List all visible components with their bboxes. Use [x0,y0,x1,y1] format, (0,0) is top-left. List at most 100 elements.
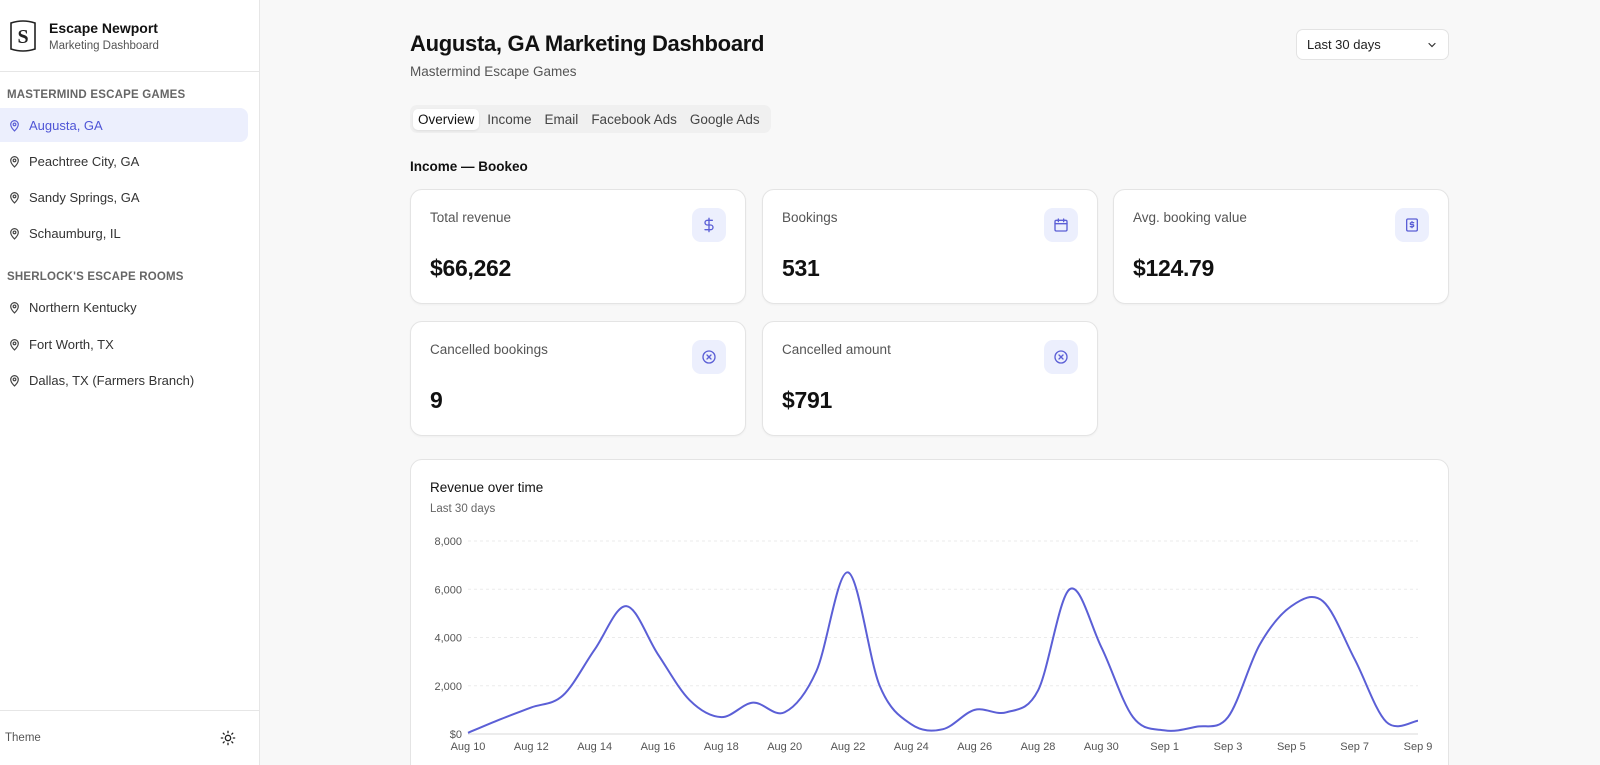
data-point[interactable] [1352,656,1358,662]
card-cancelled-bookings: Cancelled bookings 9 [410,321,746,436]
data-point[interactable] [845,569,851,575]
data-point[interactable] [497,717,503,723]
map-pin-icon [10,191,19,204]
data-point[interactable] [465,730,471,736]
data-point[interactable] [972,707,978,713]
calendar-icon [1054,218,1068,232]
map-pin-icon [10,155,19,168]
data-point[interactable] [1225,714,1231,720]
card-bookings: Bookings 531 [762,189,1098,304]
data-point[interactable] [813,668,819,674]
sidebar-item-label: Schaumburg, IL [29,225,121,241]
sidebar-item-sandy-springs[interactable]: Sandy Springs, GA [0,180,248,214]
group-label-mastermind: Mastermind Escape Games [7,89,186,101]
y-tick-label: $0 [450,729,462,741]
card-label: Total revenue [430,210,512,225]
data-point[interactable] [1415,718,1421,724]
data-point[interactable] [1098,644,1104,650]
data-point[interactable] [750,700,756,706]
card-label: Bookings [782,210,838,225]
data-point[interactable] [1035,688,1041,694]
x-tick-label: Aug 20 [767,741,802,753]
data-point[interactable] [528,704,534,710]
dollar-icon [704,217,714,233]
x-tick-label: Aug 24 [894,741,929,753]
card-total-revenue: Total revenue $66,262 [410,189,746,304]
card-cancelled-amount: Cancelled amount $791 [762,321,1098,436]
y-tick-label: 2,000 [434,681,462,693]
data-point[interactable] [1162,727,1168,733]
sidebar-item-peachtree-city[interactable]: Peachtree City, GA [0,144,248,178]
sidebar-item-dallas[interactable]: Dallas, TX (Farmers Branch) [0,363,248,397]
map-pin-icon [10,374,19,387]
data-point[interactable] [560,692,566,698]
chart-subtitle: Last 30 days [430,503,496,515]
tab-overview[interactable]: Overview [413,108,480,130]
sidebar-item-augusta[interactable]: Augusta, GA [0,108,248,142]
chevron-down-icon [1428,42,1436,47]
page-title: Augusta, GA Marketing Dashboard [410,31,765,56]
sidebar-footer: Theme [0,710,260,765]
data-point[interactable] [1193,724,1199,730]
date-range-select[interactable]: Last 30 days [1296,29,1449,60]
card-value: $66,262 [430,255,512,281]
x-tick-label: Sep 3 [1214,741,1243,753]
sidebar-item-label: Dallas, TX (Farmers Branch) [29,372,195,388]
x-tick-label: Aug 16 [641,741,676,753]
card-value: $791 [782,387,832,413]
map-pin-icon [10,227,19,240]
map-pin-icon [10,338,19,351]
sidebar-item-label: Peachtree City, GA [29,153,140,169]
x-circle-icon [702,350,716,364]
sidebar-item-schaumburg[interactable]: Schaumburg, IL [0,216,248,250]
x-tick-label: Aug 18 [704,741,739,753]
group-label-sherlocks: Sherlock's Escape Rooms [7,271,184,283]
brand-subtitle: Marketing Dashboard [49,39,159,52]
tab-bar: Overview Income Email Facebook Ads Googl… [410,105,771,133]
data-point[interactable] [1320,598,1326,604]
x-tick-label: Aug 12 [514,741,549,753]
data-point[interactable] [782,709,788,715]
shield-logo-icon: S [10,19,36,52]
data-point[interactable] [1288,603,1294,609]
page-subtitle: Mastermind Escape Games [410,64,577,79]
map-pin-icon [10,301,19,314]
card-avg-booking-value: Avg. booking value $124.79 [1113,189,1449,304]
tab-income[interactable]: Income [487,111,532,127]
chart-title: Revenue over time [430,480,544,495]
data-point[interactable] [623,603,629,609]
data-point[interactable] [718,714,724,720]
x-circle-icon [1054,350,1068,364]
data-point[interactable] [655,651,661,657]
data-point[interactable] [877,683,883,689]
data-point[interactable] [592,647,598,653]
data-point[interactable] [940,726,946,732]
theme-label: Theme [5,732,41,744]
data-point[interactable] [687,697,693,703]
data-point[interactable] [1130,714,1136,720]
tab-email[interactable]: Email [544,111,579,127]
brand-name: Escape Newport [49,19,158,36]
svg-text:S: S [17,26,28,48]
brand[interactable]: S Escape Newport Marketing Dashboard [0,0,259,72]
data-point[interactable] [1003,709,1009,715]
tab-facebook-ads[interactable]: Facebook Ads [591,111,677,127]
x-tick-label: Sep 7 [1340,741,1369,753]
card-value: $124.79 [1133,255,1215,281]
data-point[interactable] [908,721,914,727]
card-value: 531 [782,255,820,281]
data-point[interactable] [1383,719,1389,725]
sidebar-item-fort-worth[interactable]: Fort Worth, TX [0,327,248,361]
x-tick-label: Aug 30 [1084,741,1119,753]
tab-google-ads[interactable]: Google Ads [689,111,760,127]
x-tick-label: Aug 10 [451,741,486,753]
sidebar: S Escape Newport Marketing Dashboard Mas… [0,0,260,765]
data-point[interactable] [1257,642,1263,648]
y-tick-label: 8,000 [434,536,462,548]
data-point[interactable] [1067,586,1073,592]
card-label: Avg. booking value [1133,210,1247,225]
card-value: 9 [430,387,443,413]
sidebar-item-northern-kentucky[interactable]: Northern Kentucky [0,290,248,324]
x-tick-label: Aug 26 [957,741,992,753]
theme-toggle-button[interactable] [218,728,238,748]
